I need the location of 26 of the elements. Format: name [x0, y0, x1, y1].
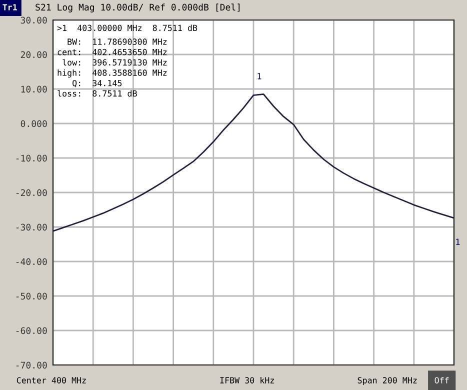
annotation: high: 408.3588160 MHz — [58, 69, 167, 78]
y-tick-label: -60.00 — [16, 327, 47, 334]
text: Off — [434, 376, 449, 384]
text: Center 400 MHz — [16, 377, 86, 384]
y-tick-label: 30.00 — [20, 16, 47, 24]
text: Span 200 MHz — [358, 377, 417, 386]
y-tick-label: -70.00 — [16, 362, 47, 369]
annotation: loss: 8.7511 dB — [58, 90, 137, 97]
text: Tr1 — [2, 4, 17, 10]
text: IFBW 30 kHz — [220, 376, 274, 384]
y-tick-label: -40.00 — [16, 258, 47, 266]
chart-title: S21 Log Mag 10.00dB/ Ref 0.000dB [Del] — [36, 4, 240, 12]
annotation: Q: 34.145 — [72, 80, 122, 88]
annotation: cent: 402.4653650 MHz — [58, 48, 167, 56]
y-tick-label: -50.00 — [16, 292, 47, 300]
text: 1 — [456, 238, 460, 245]
y-tick-label: 10.00 — [21, 86, 47, 93]
y-tick-label: -30.00 — [16, 224, 47, 231]
y-tick-label: 20.00 — [20, 51, 47, 58]
y-tick-label: 0.000 — [20, 120, 47, 128]
annotation: low: 396.5719130 MHz — [62, 59, 167, 66]
y-tick-label: -20.00 — [16, 189, 47, 196]
y-tick-label: -10.00 — [16, 154, 47, 162]
annotation: BW: 11.78690300 MHz — [68, 38, 167, 45]
annotation: >1 403.00000 MHz 8.7511 dB — [57, 24, 198, 32]
annotation: 1 — [258, 73, 262, 80]
